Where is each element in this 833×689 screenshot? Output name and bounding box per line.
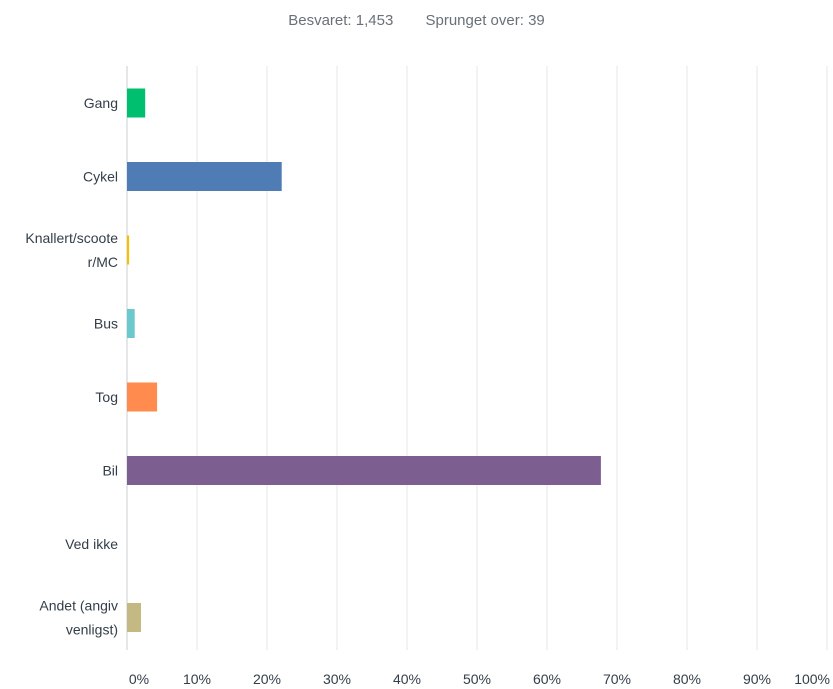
category-label: Bil (102, 463, 118, 479)
category-label: Ved ikke (65, 536, 118, 552)
bar (127, 603, 141, 632)
bar (127, 235, 130, 265)
tick-label: 20% (253, 671, 281, 687)
category-label: Knallert/scoote (25, 230, 118, 246)
tick-label: 0% (129, 671, 149, 687)
bar (127, 88, 146, 118)
bar (127, 162, 282, 191)
answered-count: 1,453 (355, 12, 394, 29)
category-label: r/MC (88, 254, 118, 270)
tick-label: 50% (463, 671, 491, 687)
tick-label: 100% (794, 671, 830, 687)
bar (127, 309, 135, 338)
tick-label: 70% (603, 671, 631, 687)
response-summary: Besvaret: 1,453 Sprunget over: 39 (0, 12, 833, 34)
category-label: Tog (95, 389, 118, 405)
skipped-summary: Sprunget over: 39 (426, 12, 545, 29)
tick-label: 60% (533, 671, 561, 687)
tick-label: 10% (183, 671, 211, 687)
skipped-label: Sprunget over: (425, 12, 524, 29)
bar (127, 456, 601, 485)
category-label: Gang (84, 95, 118, 111)
tick-label: 80% (673, 671, 701, 687)
category-label: Andet (angiv (39, 598, 118, 614)
answered-summary: Besvaret: 1,453 (288, 12, 393, 29)
answered-label: Besvaret: (288, 12, 352, 29)
category-label: venligst) (66, 622, 118, 638)
tick-label: 40% (393, 671, 421, 687)
tick-label: 90% (743, 671, 771, 687)
tick-label: 30% (323, 671, 351, 687)
category-label: Cykel (83, 169, 118, 185)
bar (127, 382, 158, 412)
skipped-count: 39 (528, 12, 545, 29)
category-label: Bus (94, 316, 118, 332)
